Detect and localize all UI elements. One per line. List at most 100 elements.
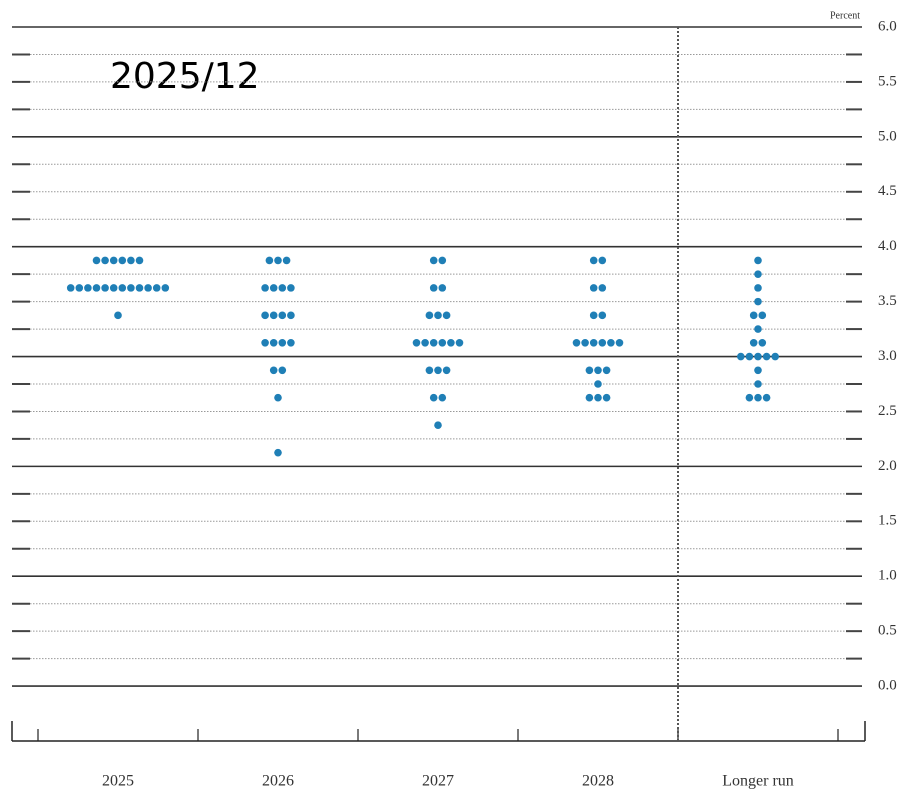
dot (602, 393, 611, 402)
dot (754, 270, 762, 278)
dot (737, 352, 745, 361)
dot (594, 393, 602, 402)
dot (101, 284, 109, 292)
dot (261, 284, 269, 292)
y-tick-label: 1.0 (878, 568, 897, 584)
dot (594, 380, 602, 388)
dot (749, 339, 758, 347)
dot (135, 284, 144, 292)
dot (594, 366, 602, 375)
y-tick-label: 2.0 (878, 458, 897, 474)
dot (602, 366, 611, 375)
dot (84, 284, 92, 292)
dot (434, 421, 442, 429)
dot (442, 311, 451, 320)
dot (278, 339, 287, 347)
dot (152, 284, 161, 292)
dot (282, 256, 291, 265)
dot (758, 339, 767, 347)
dot (572, 339, 581, 347)
dot (749, 311, 758, 320)
y-tick-label: 1.5 (878, 513, 897, 529)
dot (425, 366, 434, 375)
dot (287, 339, 295, 347)
dot (118, 284, 127, 292)
y-tick-label: 2.5 (878, 403, 897, 419)
dot (114, 311, 122, 320)
dot (598, 284, 607, 292)
dot (585, 366, 594, 375)
dot (754, 284, 762, 292)
dot (127, 284, 135, 292)
dot (92, 284, 101, 292)
dot (598, 256, 607, 265)
y-tick-label: 4.0 (878, 238, 897, 254)
y-tick-label: 5.0 (878, 128, 897, 144)
dot (754, 297, 762, 306)
dot (447, 339, 455, 347)
dot (274, 256, 282, 265)
y-tick-label: 4.5 (878, 183, 897, 199)
dot (754, 393, 762, 402)
y-tick-label: 0.0 (878, 678, 897, 694)
dot (135, 256, 144, 265)
dot (75, 284, 84, 292)
dot (429, 256, 438, 265)
dot (118, 256, 127, 265)
dot (66, 284, 75, 292)
dot (438, 393, 447, 402)
dot (278, 311, 287, 320)
dot (581, 339, 589, 347)
dot (287, 311, 295, 320)
dot (762, 393, 771, 402)
dot (745, 352, 754, 361)
dot (429, 284, 438, 292)
y-axis-label: Percent (830, 10, 860, 21)
dot (269, 311, 278, 320)
dot (412, 339, 421, 347)
dot (109, 256, 118, 265)
dot (144, 284, 152, 292)
dot (438, 256, 447, 265)
y-tick-label: 6.0 (878, 18, 897, 34)
dot (607, 339, 615, 347)
dot (269, 284, 278, 292)
x-tick-label: Longer run (722, 773, 794, 790)
dot (589, 284, 598, 292)
dot (758, 311, 767, 320)
y-tick-label: 5.5 (878, 73, 897, 89)
dot (261, 339, 269, 347)
dot (455, 339, 464, 347)
dot (438, 284, 447, 292)
dot (278, 366, 287, 375)
x-tick-label: 2027 (422, 773, 454, 790)
dot (109, 284, 118, 292)
dot (598, 339, 607, 347)
dot (269, 339, 278, 347)
dot (429, 339, 438, 347)
dot (762, 352, 771, 361)
dot (269, 366, 278, 375)
dot (589, 256, 598, 265)
dot (585, 393, 594, 402)
x-tick-label: 2028 (582, 773, 614, 790)
dot (265, 256, 274, 265)
y-tick-label: 3.5 (878, 293, 897, 309)
dot (442, 366, 451, 375)
dot (771, 352, 779, 361)
x-tick-label: 2026 (262, 773, 294, 790)
dot (438, 339, 447, 347)
dot (434, 366, 442, 375)
dot (754, 366, 762, 375)
x-tick-label: 2025 (102, 773, 134, 790)
dot (754, 352, 762, 361)
y-tick-label: 0.5 (878, 623, 897, 639)
dot (745, 393, 754, 402)
dot (161, 284, 170, 292)
dot (421, 339, 429, 347)
dot (598, 311, 607, 320)
dot (589, 311, 598, 320)
dot (589, 339, 598, 347)
dot (615, 339, 624, 347)
dot (261, 311, 269, 320)
